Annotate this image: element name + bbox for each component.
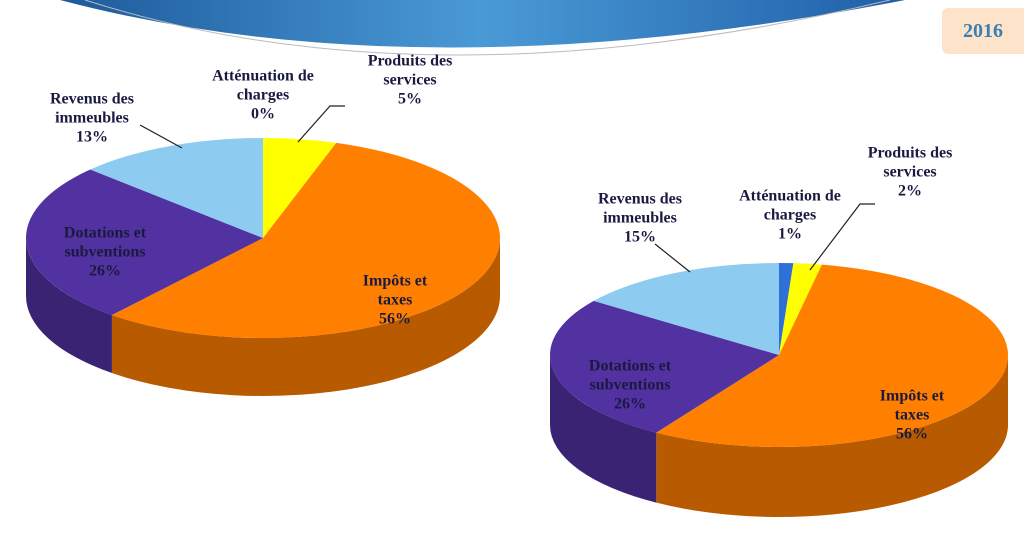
slice [263, 138, 337, 238]
slice [779, 263, 822, 355]
header-arc [84, 0, 891, 56]
slice [111, 142, 500, 338]
category-label: Atténuation de charges [212, 67, 314, 104]
value-label: 56% [379, 310, 411, 328]
category-label: Impôts et taxes [879, 387, 945, 424]
pie [550, 263, 1009, 517]
data-label: Atténuation de charges 0% [208, 67, 318, 124]
data-label: Impôts et taxes 56% [862, 387, 962, 444]
slice [90, 138, 263, 238]
slice-side [656, 355, 1008, 517]
leader-lines [139, 105, 875, 273]
category-label: Produits des services [867, 144, 953, 181]
value-label: 1% [778, 225, 802, 243]
value-label: 26% [89, 262, 121, 280]
slice [779, 263, 794, 355]
value-label: 26% [614, 395, 646, 413]
slice [656, 264, 1009, 447]
slice-side [26, 238, 112, 374]
value-label: 56% [896, 425, 928, 443]
category-label: Produits des services [367, 52, 453, 89]
data-label: Revenus des immeubles 13% [32, 90, 152, 147]
slice-side [111, 238, 500, 396]
category-label: Revenus des immeubles [49, 90, 134, 127]
slice [550, 300, 779, 433]
data-label: Produits des services 5% [355, 52, 465, 109]
pie [25, 138, 500, 396]
year-badge: 2016 [942, 8, 1024, 54]
header-swoosh [60, 0, 905, 48]
value-label: 13% [76, 128, 108, 146]
category-label: Dotations et subventions [588, 357, 672, 394]
category-label: Revenus des immeubles [597, 190, 682, 227]
leader-line [139, 124, 183, 149]
data-label: Atténuation de charges 1% [735, 187, 845, 244]
category-label: Impôts et taxes [362, 272, 428, 309]
data-label: Revenus des immeubles 15% [580, 190, 700, 247]
value-label: 2% [898, 182, 922, 200]
slice-side [550, 355, 657, 503]
data-label: Produits des services 2% [850, 144, 970, 201]
data-label: Dotations et subventions 26% [565, 357, 695, 414]
leader-line [654, 243, 691, 273]
value-label: 5% [398, 90, 422, 108]
data-label: Dotations et subventions 26% [60, 224, 150, 281]
data-label: Impôts et taxes 56% [345, 272, 445, 329]
value-label: 0% [251, 105, 275, 123]
category-label: Dotations et subventions [63, 224, 147, 261]
value-label: 15% [624, 228, 656, 246]
slice [593, 263, 779, 355]
leader-line [297, 105, 345, 143]
slice [25, 169, 263, 316]
category-label: Atténuation de charges [739, 187, 841, 224]
leader-line [809, 203, 875, 271]
